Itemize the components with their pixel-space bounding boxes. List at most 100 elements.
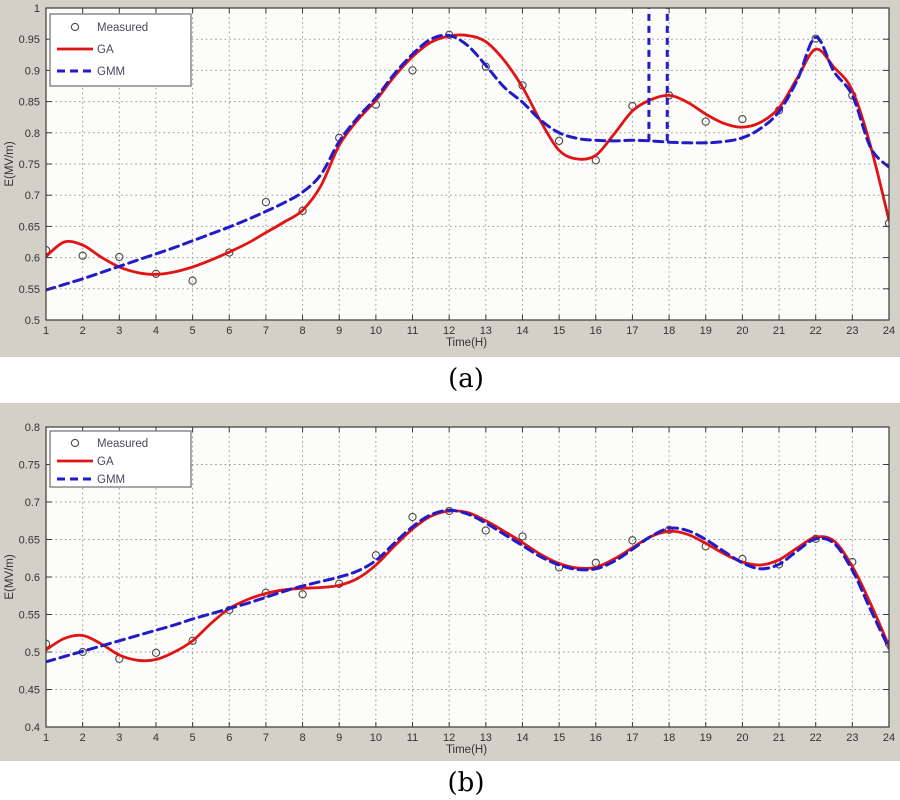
measured-point <box>554 136 564 146</box>
x-tick-label: 15 <box>553 325 565 337</box>
x-tick-label: 11 <box>407 732 418 744</box>
legend-label-gmm: GMM <box>97 66 125 78</box>
measured-point <box>701 117 710 126</box>
x-tick-label: 16 <box>590 325 602 337</box>
y-tick-label: 1 <box>34 3 40 15</box>
legend-label-gmm: GMM <box>97 474 125 486</box>
ticks-a <box>45 7 890 321</box>
x-axis-label-a: Time(H) <box>446 337 487 349</box>
x-tick-label: 2 <box>80 325 86 337</box>
x-tick-label: 7 <box>263 325 269 337</box>
x-tick-label: 1 <box>43 732 49 744</box>
x-tick-label: 7 <box>263 732 269 744</box>
x-tick-label: 4 <box>153 325 159 337</box>
measured-point <box>408 512 417 522</box>
x-tick-label: 1 <box>43 325 49 337</box>
y-tick-label: 0.8 <box>25 128 40 140</box>
measured-point <box>298 206 307 215</box>
y-tick-label: 0.85 <box>19 97 40 109</box>
measured-point <box>298 590 307 599</box>
x-tick-label: 23 <box>846 732 858 744</box>
measured-point <box>664 525 674 534</box>
measured-point <box>78 251 87 260</box>
y-tick-label: 0.95 <box>19 34 40 46</box>
x-tick-label: 24 <box>883 732 895 744</box>
x-tick-label: 21 <box>773 732 785 744</box>
series-gmm-a <box>46 33 889 292</box>
x-tick-label: 20 <box>736 732 748 744</box>
measured-point <box>188 636 197 645</box>
y-tick-label: 0.45 <box>19 685 40 697</box>
measured-point <box>884 219 889 228</box>
y-tick-label: 0.6 <box>25 253 40 265</box>
x-tick-label: 17 <box>626 732 638 744</box>
measured-point <box>518 532 527 541</box>
grid-b <box>46 427 889 727</box>
x-tick-label: 3 <box>116 732 122 744</box>
x-tick-label: 19 <box>700 325 712 337</box>
x-tick-label: 15 <box>553 732 565 744</box>
x-tick-label: 9 <box>336 732 342 744</box>
legend-b: Measured GA GMM <box>49 430 192 488</box>
y-tick-label: 0.55 <box>19 610 40 622</box>
measured-point <box>151 648 161 657</box>
x-tick-label: 8 <box>300 325 306 337</box>
y-tick-label: 0.4 <box>25 722 40 734</box>
x-tick-label: 12 <box>443 325 455 337</box>
x-axis-label-b: Time(H) <box>446 744 487 756</box>
x-tick-label: 16 <box>590 732 602 744</box>
legend-marker-circle <box>70 438 80 448</box>
y-tick-label: 0.9 <box>25 65 40 77</box>
tick-labels-b: 1 2 3 4 5 6 7 8 9 10 11 12 13 14 15 16 17 18 19 20 21 22 23 240… <box>19 422 896 744</box>
x-tick-label: 6 <box>226 732 232 744</box>
measured-point <box>115 252 124 262</box>
caption-a: (a) <box>448 364 484 394</box>
measured-point <box>408 66 417 75</box>
series-group-b <box>46 506 889 664</box>
measured-point <box>188 276 197 285</box>
x-tick-label: 3 <box>116 325 122 337</box>
x-tick-label: 8 <box>300 732 306 744</box>
legend-label-measured: Measured <box>97 438 148 450</box>
y-tick-label: 0.7 <box>25 190 40 202</box>
y-tick-label: 0.65 <box>19 535 40 547</box>
x-tick-label: 20 <box>736 325 748 337</box>
x-tick-label: 22 <box>810 732 822 744</box>
x-tick-label: 6 <box>226 325 232 337</box>
x-tick-label: 13 <box>480 325 492 337</box>
x-tick-label: 11 <box>407 325 418 337</box>
measured-point <box>371 551 381 560</box>
x-tick-label: 22 <box>810 325 822 337</box>
x-tick-label: 14 <box>516 325 528 337</box>
x-tick-label: 14 <box>516 732 528 744</box>
x-tick-label: 21 <box>773 325 785 337</box>
measured-point <box>481 62 490 71</box>
y-tick-label: 0.65 <box>19 221 40 233</box>
x-tick-label: 5 <box>190 732 196 744</box>
measured-point <box>481 526 490 535</box>
x-tick-label: 4 <box>153 732 159 744</box>
legend-label-measured: Measured <box>97 22 148 34</box>
tick-labels-a: 1 2 3 4 5 6 7 8 9 10 11 12 13 14 15 16 17 18 19 20 21 22 23 240… <box>19 3 896 337</box>
ticks-b <box>45 426 890 728</box>
x-tick-label: 13 <box>480 732 492 744</box>
y-tick-label: 0.5 <box>25 647 40 659</box>
y-tick-label: 0.55 <box>19 284 40 296</box>
y-tick-label: 0.75 <box>19 159 40 171</box>
legend-label-ga: GA <box>97 456 114 468</box>
y-tick-label: 0.6 <box>25 572 40 584</box>
x-tick-label: 17 <box>626 325 638 337</box>
legend-marker-circle <box>70 22 80 32</box>
x-tick-label: 24 <box>883 325 895 337</box>
series-gmm-b <box>46 508 889 664</box>
x-tick-label: 2 <box>80 732 86 744</box>
series-ga-a <box>46 33 889 276</box>
x-tick-label: 23 <box>846 325 858 337</box>
x-tick-label: 10 <box>370 732 382 744</box>
y-axis-label-b: E(MV/m) <box>4 554 16 600</box>
caption-b: (b) <box>447 768 485 798</box>
plot-a: 1 2 3 4 5 6 7 8 9 10 11 12 13 14 15 16 17 18 19 20 21 22 23 240… <box>0 0 900 357</box>
x-tick-label: 10 <box>370 325 382 337</box>
measured-point <box>738 114 747 124</box>
